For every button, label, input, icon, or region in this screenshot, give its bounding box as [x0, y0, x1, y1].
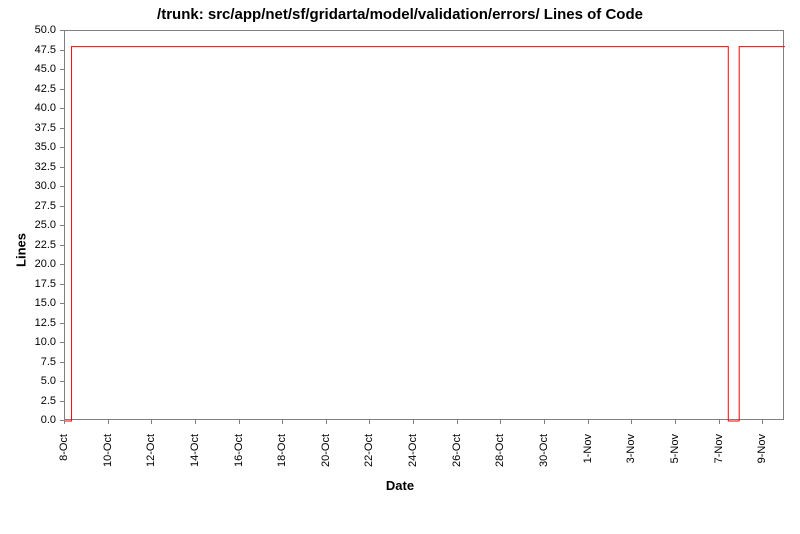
x-tick-mark [413, 420, 414, 424]
y-tick-mark [60, 245, 64, 246]
x-tick-label: 7-Nov [713, 434, 725, 534]
y-tick-label: 40.0 [24, 102, 56, 114]
y-tick-label: 42.5 [24, 83, 56, 95]
x-tick-label: 16-Oct [233, 434, 245, 534]
x-tick-mark [369, 420, 370, 424]
x-tick-mark [762, 420, 763, 424]
y-tick-label: 12.5 [24, 317, 56, 329]
x-tick-mark [64, 420, 65, 424]
x-tick-mark [457, 420, 458, 424]
y-tick-mark [60, 147, 64, 148]
x-tick-mark [239, 420, 240, 424]
y-tick-mark [60, 225, 64, 226]
x-tick-mark [151, 420, 152, 424]
x-tick-label: 28-Oct [494, 434, 506, 534]
y-tick-label: 50.0 [24, 24, 56, 36]
x-tick-mark [500, 420, 501, 424]
data-line [65, 31, 785, 421]
y-tick-mark [60, 167, 64, 168]
y-tick-label: 37.5 [24, 122, 56, 134]
x-tick-label: 26-Oct [451, 434, 463, 534]
y-tick-label: 0.0 [24, 414, 56, 426]
y-tick-mark [60, 128, 64, 129]
y-tick-label: 17.5 [24, 278, 56, 290]
x-tick-label: 22-Oct [363, 434, 375, 534]
x-tick-mark [631, 420, 632, 424]
x-tick-label: 14-Oct [189, 434, 201, 534]
y-tick-label: 7.5 [24, 356, 56, 368]
y-tick-label: 35.0 [24, 141, 56, 153]
y-tick-label: 27.5 [24, 200, 56, 212]
y-tick-mark [60, 89, 64, 90]
x-tick-label: 24-Oct [407, 434, 419, 534]
series-line [65, 47, 785, 421]
x-tick-label: 18-Oct [276, 434, 288, 534]
y-tick-label: 32.5 [24, 161, 56, 173]
x-tick-label: 5-Nov [669, 434, 681, 534]
loc-chart: /trunk: src/app/net/sf/gridarta/model/va… [0, 0, 800, 500]
y-tick-mark [60, 303, 64, 304]
x-tick-label: 20-Oct [320, 434, 332, 534]
y-tick-label: 15.0 [24, 297, 56, 309]
y-tick-mark [60, 401, 64, 402]
y-tick-mark [60, 284, 64, 285]
x-tick-label: 8-Oct [58, 434, 70, 534]
x-tick-label: 3-Nov [625, 434, 637, 534]
y-tick-label: 25.0 [24, 219, 56, 231]
chart-title: /trunk: src/app/net/sf/gridarta/model/va… [0, 6, 800, 23]
y-tick-mark [60, 381, 64, 382]
x-tick-label: 10-Oct [102, 434, 114, 534]
x-tick-mark [326, 420, 327, 424]
x-tick-label: 1-Nov [582, 434, 594, 534]
x-tick-label: 9-Nov [756, 434, 768, 534]
y-tick-mark [60, 264, 64, 265]
x-tick-label: 30-Oct [538, 434, 550, 534]
x-tick-mark [544, 420, 545, 424]
y-tick-label: 45.0 [24, 63, 56, 75]
x-tick-mark [282, 420, 283, 424]
y-tick-label: 22.5 [24, 239, 56, 251]
x-tick-mark [195, 420, 196, 424]
y-tick-mark [60, 30, 64, 31]
x-tick-mark [108, 420, 109, 424]
y-tick-mark [60, 50, 64, 51]
x-tick-mark [719, 420, 720, 424]
y-tick-label: 47.5 [24, 44, 56, 56]
y-tick-mark [60, 342, 64, 343]
y-tick-label: 10.0 [24, 336, 56, 348]
y-tick-mark [60, 323, 64, 324]
y-tick-label: 5.0 [24, 375, 56, 387]
y-tick-label: 20.0 [24, 258, 56, 270]
x-tick-mark [588, 420, 589, 424]
y-tick-mark [60, 186, 64, 187]
y-tick-label: 30.0 [24, 180, 56, 192]
y-tick-mark [60, 108, 64, 109]
y-tick-label: 2.5 [24, 395, 56, 407]
x-tick-mark [675, 420, 676, 424]
plot-area [64, 30, 784, 420]
x-tick-label: 12-Oct [145, 434, 157, 534]
y-tick-mark [60, 69, 64, 70]
y-tick-mark [60, 206, 64, 207]
y-tick-mark [60, 362, 64, 363]
